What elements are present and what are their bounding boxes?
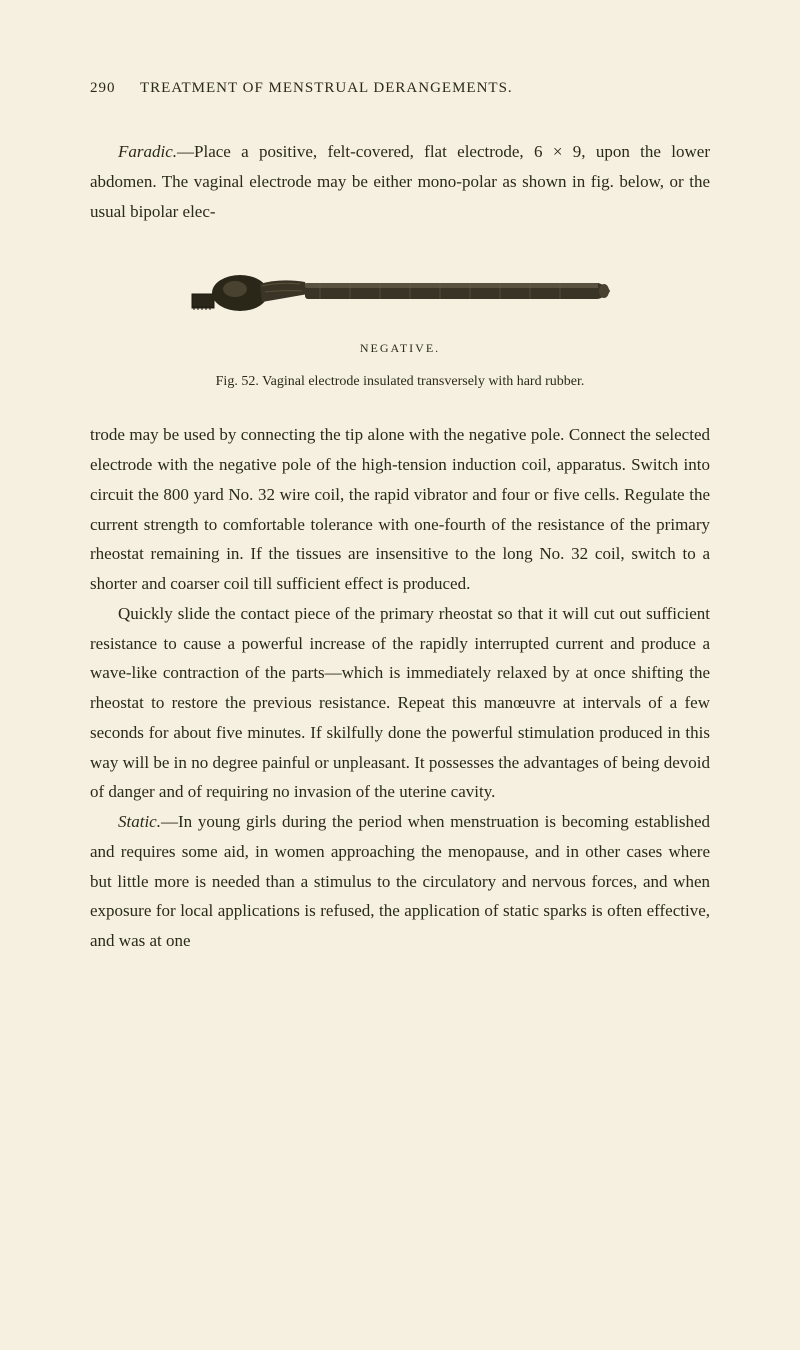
page-number: 290 [90,80,116,97]
para3-text: —In young girls during the period when m… [90,812,710,950]
electrode-illustration [190,266,610,321]
figure-container: NEGATIVE. Fig. 52. Vaginal electrode ins… [90,266,710,390]
figure-label: NEGATIVE. [90,341,710,356]
body-text: trode may be used by connecting the tip … [90,420,710,956]
paragraph-2: Quickly slide the contact piece of the p… [90,599,710,807]
static-label: Static. [118,812,161,831]
intro-text: —Place a positive, felt-covered, flat el… [90,142,710,221]
paragraph-1: trode may be used by connecting the tip … [90,420,710,599]
header-title: TREATMENT OF MENSTRUAL DERANGEMENTS. [140,80,513,96]
figure-caption: Fig. 52. Vaginal electrode insulated tra… [90,374,710,390]
intro-paragraph: Faradic.—Place a positive, felt-covered,… [90,137,710,226]
page-header: 290 TREATMENT OF MENSTRUAL DERANGEMENTS. [90,80,710,97]
faradic-label: Faradic. [118,142,177,161]
paragraph-3: Static.—In young girls during the period… [90,807,710,956]
